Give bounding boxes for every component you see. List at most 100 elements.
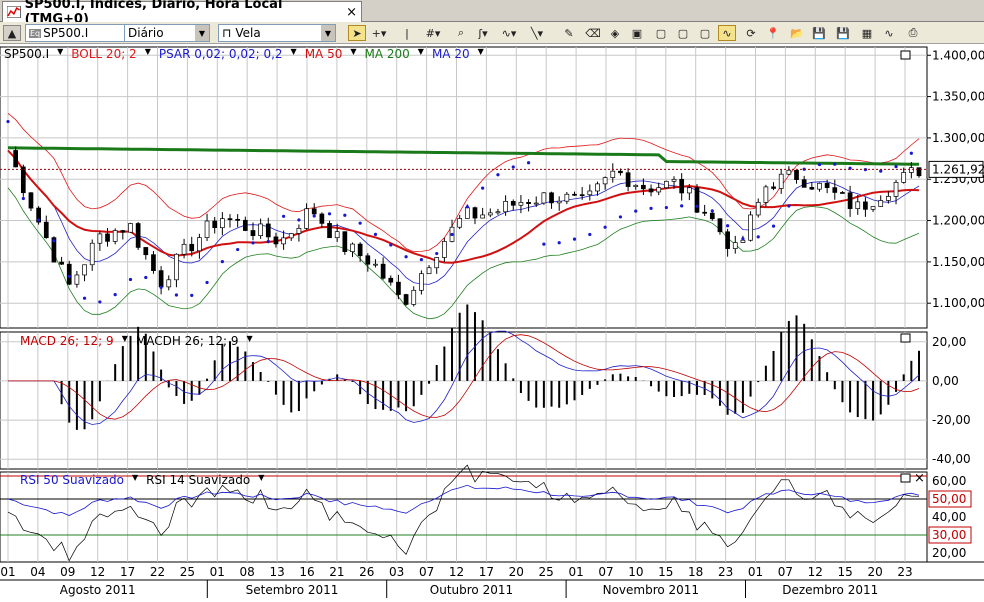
legend-macdh[interactable]: MACDH 26; 12; 9	[135, 334, 239, 348]
save-icon[interactable]: 💾	[812, 26, 826, 40]
price-y-tick-label: 1.350,00	[932, 90, 984, 104]
indicator-icon[interactable]: ʃ▾	[478, 26, 488, 40]
candle-body	[664, 180, 669, 189]
x-tick-label: 12	[90, 565, 105, 579]
crosshair-icon[interactable]: +▾	[371, 26, 387, 40]
x-tick-label: 23	[718, 565, 733, 579]
x-tick-label: 07	[419, 565, 434, 579]
candle-body	[143, 247, 149, 256]
timeframe-select[interactable]: Diário ▼	[124, 24, 210, 42]
psar-dot	[373, 232, 378, 236]
x-tick-label: 25	[539, 565, 554, 579]
month-label: Outubro 2011	[430, 583, 513, 597]
candle-body	[817, 182, 822, 190]
refresh-icon[interactable]: ⟳	[746, 26, 756, 40]
candle-body	[204, 220, 210, 238]
candle-body	[878, 200, 884, 207]
drawing-icon[interactable]: ∿▾	[501, 26, 517, 40]
psar-dot	[144, 275, 148, 280]
text-icon[interactable]: |	[405, 26, 409, 40]
candle-body	[334, 231, 340, 239]
chevron-down-icon: ▼	[195, 25, 209, 41]
candle-body	[495, 211, 501, 214]
psar-dot	[419, 258, 423, 262]
folder-icon[interactable]: 📂	[790, 26, 804, 40]
candle-body	[901, 172, 907, 183]
close-tab-icon[interactable]: ×	[346, 4, 357, 20]
candle-body	[250, 230, 256, 237]
zoom-fit-icon[interactable]: ▢	[677, 26, 689, 40]
candle-icon: ⊓	[222, 26, 232, 40]
legend-rsi50[interactable]: RSI 50 Suavizado	[20, 473, 125, 487]
legend-ma200[interactable]: MA 200	[364, 47, 410, 61]
candle-body	[258, 223, 263, 237]
psar-dot	[251, 241, 255, 245]
symbol-selector[interactable]: Eq SP500.I	[25, 24, 125, 42]
legend-ma50[interactable]: MA 50	[304, 47, 343, 61]
candle-body	[112, 230, 118, 242]
legend-boll[interactable]: BOLL 20; 2	[71, 47, 137, 61]
rsi-level-label: 50,00	[932, 492, 966, 506]
candle-body	[66, 263, 72, 285]
psar-dot	[113, 293, 117, 297]
candle-body	[380, 263, 386, 279]
zoom-icon[interactable]: ⌕	[457, 26, 465, 39]
candle-body	[28, 192, 34, 209]
chart-style-select[interactable]: ⊓ Vela ▼	[218, 24, 336, 42]
candle-body	[786, 169, 792, 175]
pen-icon[interactable]: ✎	[564, 26, 574, 40]
candle-body	[36, 207, 41, 223]
candle-body	[59, 261, 64, 265]
psar-dot	[756, 235, 760, 239]
rsi-level-label: 30,00	[932, 528, 966, 542]
cursor-icon[interactable]: ➤	[348, 25, 366, 41]
wave-icon[interactable]: ∿	[718, 25, 736, 41]
candle-body	[510, 200, 516, 206]
x-tick-label: 15	[838, 565, 853, 579]
line-icon[interactable]: ╲▾	[530, 26, 544, 40]
candle-body	[526, 202, 531, 204]
layout-icon[interactable]: ▦	[861, 26, 873, 40]
chart-tab[interactable]: SP500.I, Índices, Diário, Hora Local (TM…	[2, 0, 362, 27]
fill-icon[interactable]: ◈	[610, 26, 620, 40]
template-icon[interactable]: ∿	[884, 26, 894, 40]
eraser-icon[interactable]: ⌫	[585, 26, 601, 40]
object-icon[interactable]: ▣	[631, 26, 643, 40]
candle-body	[281, 237, 286, 245]
legend-ma20[interactable]: MA 20	[431, 47, 470, 61]
candle-body	[755, 202, 761, 216]
month-label: Dezembro 2011	[782, 583, 878, 597]
candle-body	[717, 218, 723, 233]
candle-body	[365, 255, 371, 265]
grid-icon[interactable]: #▾	[425, 26, 441, 40]
candle-body	[863, 201, 868, 210]
macd-signal-line	[8, 334, 920, 420]
legend-symbol[interactable]: SP500.I	[4, 47, 50, 61]
save-as-icon[interactable]: 💾	[836, 26, 850, 40]
chart-style-value: Vela	[235, 26, 261, 40]
candle-body	[43, 221, 49, 239]
pin-icon[interactable]: 📍	[766, 26, 780, 40]
candle-body	[426, 267, 432, 275]
legend-rsi14[interactable]: RSI 14 Suavizado	[146, 473, 251, 487]
x-tick-label: 07	[778, 565, 793, 579]
candle-body	[886, 196, 891, 201]
zoom-in-icon[interactable]: ▢	[699, 26, 711, 40]
psar-dot	[787, 204, 791, 208]
candle-body	[128, 223, 133, 233]
candle-body	[686, 187, 692, 194]
collapse-up-icon[interactable]: ▲	[3, 25, 21, 41]
chart-svg[interactable]: 01 04 09 12 17 22 25 01 08 13 16 21 26 03 07 12 17 20 25 01…	[0, 44, 984, 598]
candle-body	[197, 237, 202, 252]
candle-body	[357, 243, 363, 257]
candle-body	[227, 218, 233, 220]
legend-macd[interactable]: MACD 26; 12; 9	[20, 334, 114, 348]
psar-dot	[67, 274, 71, 278]
candle-body	[618, 170, 623, 174]
rsi-y-tick-label: 20,00	[932, 546, 966, 560]
x-tick-label: 15	[658, 565, 673, 579]
print-icon[interactable]: ⎙	[908, 26, 918, 39]
legend-psar[interactable]: PSAR 0,02; 0,02; 0,2	[158, 47, 283, 61]
x-tick-label: 20	[867, 565, 882, 579]
zoom-out-icon[interactable]: ▢	[655, 26, 667, 40]
